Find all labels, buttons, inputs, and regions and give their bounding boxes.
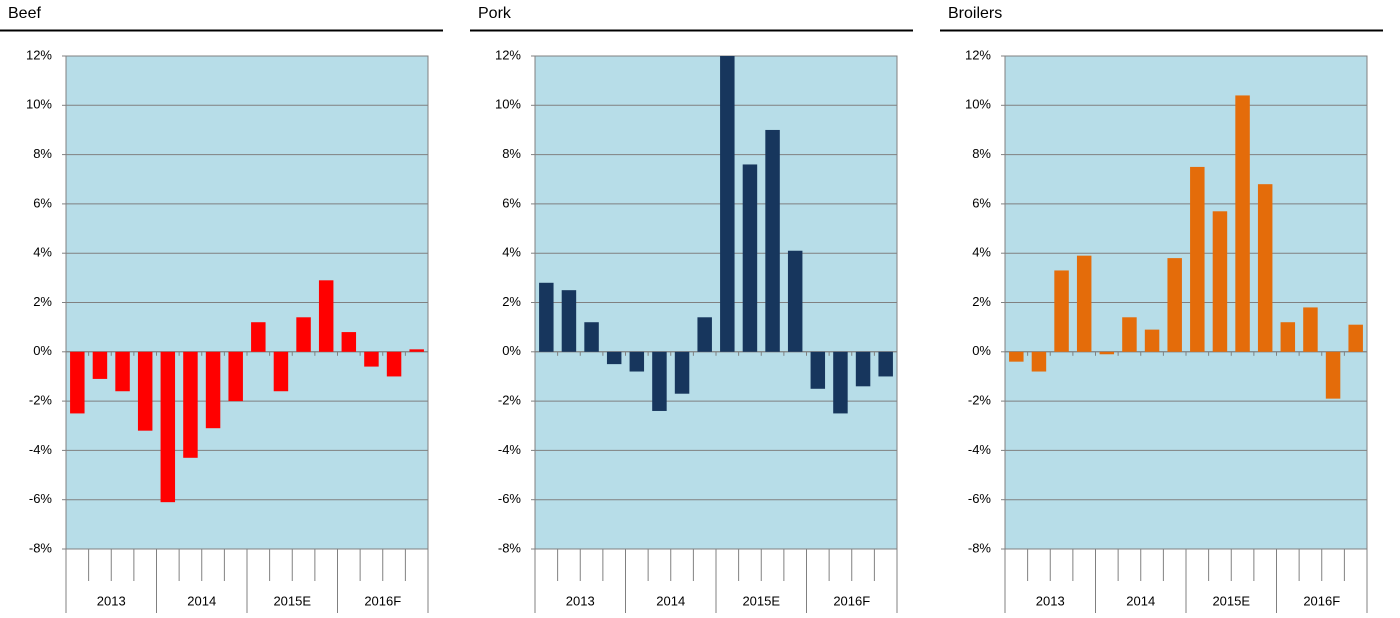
bar — [409, 349, 424, 352]
y-tick-label: 8% — [502, 146, 521, 161]
y-tick-label: 4% — [502, 245, 521, 260]
bar — [1122, 317, 1137, 352]
y-tick-label: 10% — [965, 97, 991, 112]
bar — [765, 129, 780, 352]
group-label: 2015E — [273, 593, 311, 608]
bar — [629, 351, 645, 372]
y-tick-label: -2% — [498, 393, 522, 408]
bar — [70, 351, 85, 414]
y-tick-label: 12% — [26, 47, 52, 62]
bar — [341, 332, 357, 352]
y-tick-label: -8% — [29, 540, 53, 555]
group-label: 2016F — [364, 593, 401, 608]
y-tick-label: 6% — [33, 195, 52, 210]
y-tick-label: -4% — [29, 442, 53, 457]
y-tick-label: -6% — [968, 491, 992, 506]
y-tick-label: 8% — [33, 146, 52, 161]
y-tick-label: 2% — [972, 294, 991, 309]
bar — [115, 351, 130, 392]
bar — [386, 351, 402, 377]
bar — [855, 351, 871, 387]
group-label: 2013 — [97, 593, 126, 608]
y-tick-label: -2% — [968, 393, 992, 408]
bar — [92, 351, 108, 379]
bar — [810, 351, 826, 389]
bar — [1031, 351, 1047, 372]
y-tick-label: 0% — [502, 343, 521, 358]
y-tick-label: 4% — [33, 245, 52, 260]
group-label: 2013 — [566, 593, 595, 608]
bar — [1190, 166, 1205, 352]
bar — [1348, 324, 1363, 352]
group-label: 2014 — [1126, 593, 1155, 608]
bar — [228, 351, 243, 402]
y-tick-label: 12% — [495, 47, 521, 62]
y-tick-label: -4% — [498, 442, 522, 457]
bar — [296, 317, 311, 352]
bar — [1076, 255, 1092, 352]
y-tick-label: -2% — [29, 393, 53, 408]
bar — [697, 317, 712, 352]
bar — [364, 351, 379, 367]
y-tick-label: 10% — [26, 97, 52, 112]
bar — [787, 250, 803, 352]
group-label: 2013 — [1036, 593, 1065, 608]
bar — [878, 351, 893, 377]
bar — [137, 351, 153, 431]
bar — [561, 290, 577, 352]
bar — [183, 351, 198, 458]
y-tick-label: 10% — [495, 97, 521, 112]
bar — [205, 351, 221, 429]
bar — [539, 282, 554, 352]
y-tick-label: 4% — [972, 245, 991, 260]
y-tick-label: 2% — [33, 294, 52, 309]
y-tick-label: -6% — [498, 491, 522, 506]
bar — [1167, 258, 1182, 352]
y-tick-label: 12% — [965, 47, 991, 62]
bar — [1099, 351, 1115, 355]
bar — [1235, 95, 1250, 352]
y-tick-label: 6% — [502, 195, 521, 210]
y-tick-label: -6% — [29, 491, 53, 506]
y-tick-label: 2% — [502, 294, 521, 309]
bar — [1054, 270, 1069, 352]
y-tick-label: 0% — [972, 343, 991, 358]
bar — [584, 322, 599, 352]
bar — [1303, 307, 1318, 352]
y-tick-label: 6% — [972, 195, 991, 210]
bar — [318, 280, 334, 352]
y-tick-label: -8% — [498, 540, 522, 555]
bar — [273, 351, 289, 392]
bar — [720, 56, 735, 352]
bar — [251, 322, 266, 352]
y-tick-label: 8% — [972, 146, 991, 161]
bar — [1144, 329, 1160, 352]
bar — [1212, 211, 1228, 352]
bar — [1325, 351, 1341, 399]
bar — [1009, 351, 1024, 362]
y-tick-label: -4% — [968, 442, 992, 457]
y-tick-label: -8% — [968, 540, 992, 555]
group-label: 2016F — [833, 593, 870, 608]
bar — [742, 164, 758, 352]
group-label: 2014 — [656, 593, 685, 608]
group-label: 2014 — [187, 593, 216, 608]
group-label: 2016F — [1303, 593, 1340, 608]
chart-title: Pork — [478, 5, 512, 22]
bar — [606, 351, 622, 365]
bar — [652, 351, 667, 411]
chart-title: Beef — [8, 5, 41, 22]
bar — [1257, 184, 1273, 352]
bar — [1280, 322, 1296, 352]
y-tick-label: 0% — [33, 343, 52, 358]
bar — [160, 351, 176, 503]
chart-title: Broilers — [948, 5, 1002, 22]
group-label: 2015E — [742, 593, 780, 608]
bar — [833, 351, 848, 414]
group-label: 2015E — [1212, 593, 1250, 608]
bar — [674, 351, 690, 394]
